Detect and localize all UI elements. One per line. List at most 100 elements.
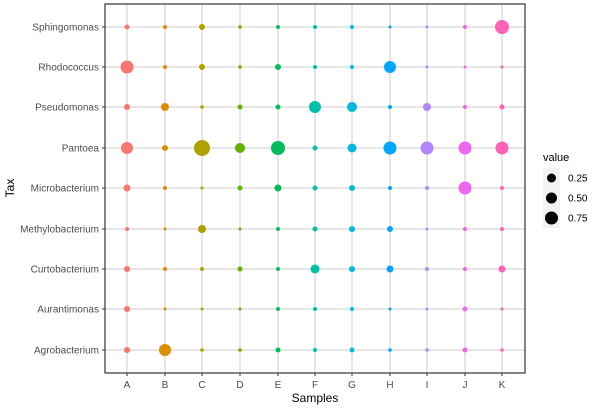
- legend-label: 0.25: [568, 174, 588, 185]
- data-point: [383, 141, 397, 155]
- y-tick-label: Pseudomonas: [35, 103, 99, 114]
- data-point: [200, 267, 204, 271]
- data-point: [276, 227, 280, 231]
- data-point: [124, 104, 130, 110]
- legend-label: 0.75: [568, 214, 588, 225]
- data-point: [124, 347, 130, 353]
- y-tick-label: Pantoea: [62, 144, 100, 155]
- legend-key-dot: [545, 211, 558, 225]
- data-point: [276, 307, 280, 311]
- data-point: [349, 226, 355, 232]
- data-point: [163, 227, 167, 231]
- data-point: [386, 265, 394, 273]
- data-point: [425, 25, 429, 29]
- x-tick-label: K: [499, 380, 506, 391]
- data-point: [125, 227, 129, 231]
- data-point: [274, 184, 282, 192]
- data-point: [200, 105, 204, 109]
- data-point: [124, 24, 130, 30]
- x-tick-label: C: [198, 380, 205, 391]
- data-point: [162, 145, 168, 151]
- data-point: [271, 141, 285, 155]
- legend-key-dot: [546, 192, 557, 204]
- x-tick-label: B: [162, 380, 169, 391]
- data-point: [312, 185, 318, 191]
- data-point: [163, 307, 167, 311]
- data-point: [499, 104, 505, 110]
- data-point: [463, 105, 467, 109]
- data-point: [199, 24, 205, 30]
- data-point: [194, 140, 210, 156]
- data-point: [123, 184, 131, 192]
- data-point: [199, 64, 205, 70]
- data-point: [309, 101, 321, 113]
- data-point: [312, 226, 318, 232]
- data-point: [349, 185, 355, 191]
- data-point: [458, 141, 472, 155]
- data-point: [238, 25, 242, 29]
- data-point: [276, 267, 280, 271]
- data-point: [312, 145, 318, 151]
- x-tick-label: G: [348, 380, 356, 391]
- data-point: [388, 25, 392, 29]
- y-tick-label: Methylobacterium: [20, 225, 99, 236]
- x-tick-label: A: [124, 380, 131, 391]
- data-point: [388, 186, 392, 190]
- data-point: [498, 265, 506, 273]
- data-point: [238, 227, 242, 231]
- data-point: [159, 344, 171, 356]
- data-point: [500, 186, 504, 190]
- data-point: [237, 266, 243, 272]
- y-tick-label: Aurantimonas: [37, 305, 99, 316]
- data-point: [198, 225, 206, 233]
- data-point: [200, 307, 204, 311]
- data-point: [463, 267, 467, 271]
- data-point: [238, 65, 242, 69]
- data-point: [384, 61, 396, 73]
- data-point: [388, 105, 392, 109]
- y-tick-label: Rhodococcus: [38, 63, 99, 74]
- data-point: [425, 267, 429, 271]
- data-point: [423, 103, 431, 111]
- data-point: [495, 20, 509, 34]
- data-point: [500, 348, 504, 352]
- data-point: [120, 60, 134, 74]
- data-point: [124, 306, 130, 312]
- x-tick-label: H: [386, 380, 393, 391]
- data-point: [425, 227, 429, 231]
- x-tick-label: E: [275, 380, 282, 391]
- x-tick-label: F: [312, 380, 318, 391]
- data-point: [124, 266, 130, 272]
- y-tick-label: Microbacterium: [31, 184, 99, 195]
- data-point: [500, 65, 504, 69]
- data-point: [200, 186, 204, 190]
- data-point: [161, 103, 169, 111]
- data-point: [313, 65, 317, 69]
- data-point: [462, 306, 468, 312]
- data-point: [275, 347, 281, 353]
- data-point: [425, 307, 429, 311]
- data-point: [313, 25, 317, 29]
- data-point: [163, 267, 167, 271]
- data-point: [237, 185, 243, 191]
- data-point: [275, 104, 281, 110]
- x-tick-label: J: [463, 380, 468, 391]
- data-point: [349, 266, 355, 272]
- size-legend: value 0.25 0.50 0.75: [543, 152, 588, 228]
- data-point: [310, 264, 320, 274]
- x-axis-title: Samples: [292, 391, 339, 405]
- data-points: [120, 20, 509, 356]
- data-point: [121, 142, 133, 154]
- data-point: [388, 307, 392, 311]
- data-point: [463, 65, 467, 69]
- data-point: [500, 227, 504, 231]
- data-point: [313, 348, 317, 352]
- legend-key-dot: [547, 173, 556, 183]
- data-point: [275, 64, 281, 70]
- data-point: [163, 186, 167, 190]
- y-tick-label: Curtobacterium: [31, 265, 99, 276]
- x-tick-label: I: [426, 380, 429, 391]
- y-axis: Sphingomonas Rhodococcus Pseudomonas Pantoe…: [20, 23, 105, 357]
- data-point: [347, 102, 357, 112]
